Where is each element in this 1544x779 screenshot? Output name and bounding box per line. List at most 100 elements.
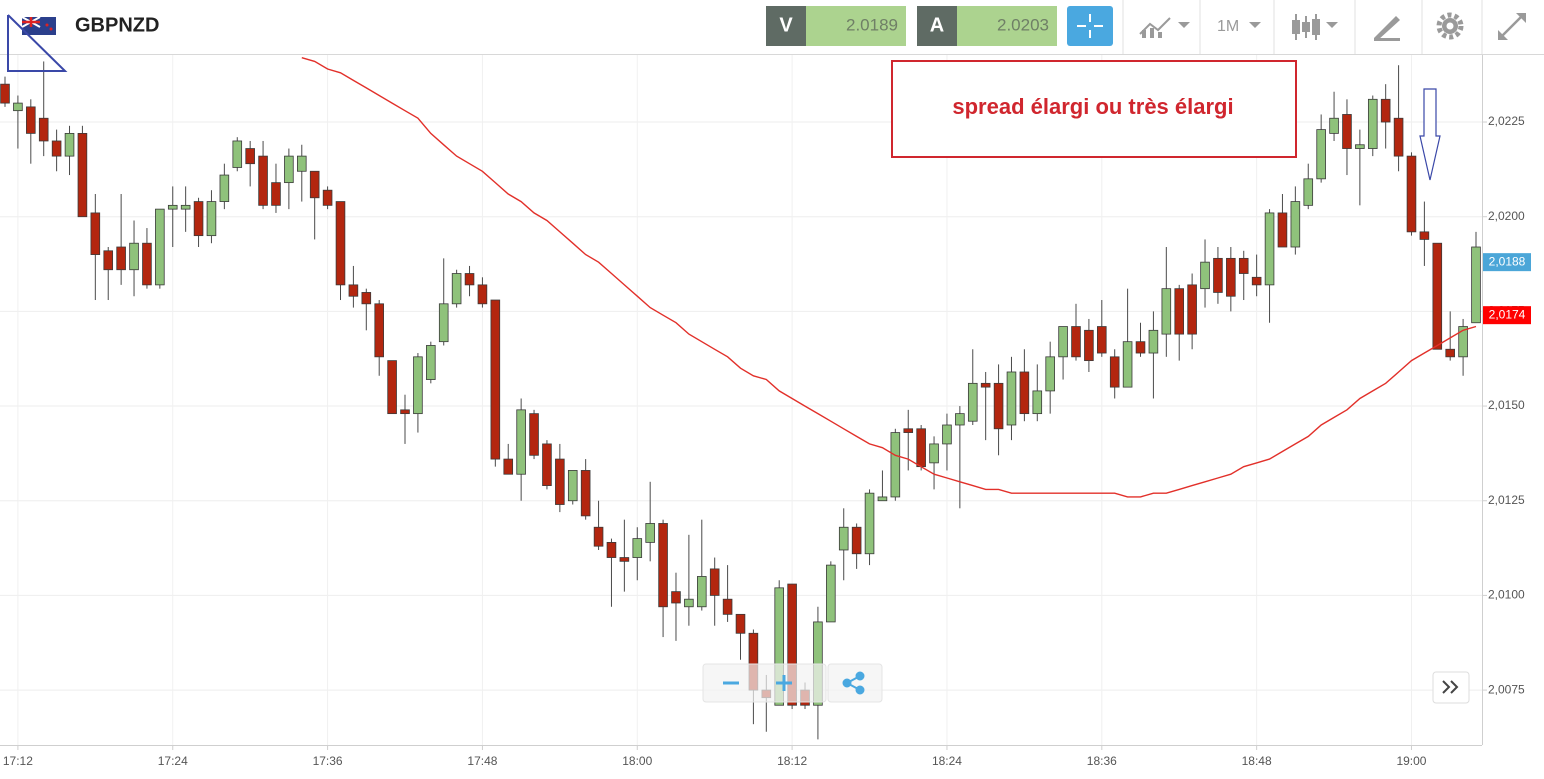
candle-body <box>1445 348 1455 358</box>
y-tick-label: 2,0100 <box>1488 588 1525 602</box>
candle-body <box>1135 341 1146 354</box>
settings-button[interactable] <box>1436 12 1464 40</box>
candle-body <box>671 591 681 604</box>
candle-body <box>348 284 359 297</box>
candle-body <box>684 598 694 608</box>
y-tick-label: 2,0150 <box>1488 398 1525 412</box>
sell-price-box[interactable] <box>806 6 906 46</box>
chart-type-button[interactable] <box>1292 14 1338 40</box>
candle-body <box>1097 326 1107 354</box>
price-label-box <box>1483 253 1531 272</box>
candle-body <box>477 284 488 305</box>
candle-body <box>1058 326 1068 358</box>
candle-body <box>1161 288 1172 335</box>
y-tick-label: 2,0075 <box>1488 682 1525 696</box>
candle-body <box>529 413 539 456</box>
candle-body <box>1290 201 1301 248</box>
candle-body <box>232 140 243 168</box>
timeframe-caret <box>1249 22 1261 28</box>
candle-body <box>580 470 591 517</box>
triangle-drawing <box>7 14 68 72</box>
x-tick-label: 17:24 <box>158 754 188 768</box>
candle-body <box>632 538 643 558</box>
candle-body <box>503 458 514 475</box>
candle-body <box>1200 261 1210 290</box>
candle-body <box>361 292 372 305</box>
candle-body <box>309 170 320 199</box>
candle-body <box>1264 212 1275 286</box>
candle-body <box>1458 326 1468 358</box>
x-tick-label: 18:12 <box>777 754 807 768</box>
candle-body <box>1355 144 1365 149</box>
zoom-in[interactable] <box>776 675 792 691</box>
candle-body <box>864 492 875 555</box>
candle-body <box>929 443 939 464</box>
y-tick-label: 2,0225 <box>1488 114 1525 128</box>
candle-body <box>722 598 733 615</box>
candle-body <box>13 102 23 112</box>
crosshair-button[interactable] <box>1067 6 1113 46</box>
x-tick-label: 18:36 <box>1087 754 1117 768</box>
timeframe-button[interactable]: 1M <box>1217 18 1239 35</box>
share-button[interactable] <box>842 671 865 695</box>
candle-body <box>1238 257 1249 274</box>
x-tick-label: 17:12 <box>3 754 33 768</box>
candle-body <box>735 613 746 634</box>
price-label: 2,0188 <box>1489 254 1526 268</box>
buy-price-box[interactable] <box>957 6 1057 46</box>
scroll-end-button[interactable] <box>1432 671 1470 704</box>
indicator-button[interactable] <box>1139 17 1190 38</box>
candle-body <box>335 201 346 286</box>
candle-body <box>103 250 114 271</box>
candle-body <box>1187 284 1197 335</box>
candle-body <box>206 201 217 237</box>
candle-body <box>567 470 578 502</box>
candle-body <box>1277 212 1288 248</box>
candle-body <box>1084 329 1094 362</box>
candle-body <box>1329 117 1339 134</box>
candle-body <box>180 204 191 210</box>
toolbar-separators <box>1122 0 1483 54</box>
y-tick-label: 2,0125 <box>1488 493 1525 507</box>
candle-body <box>516 409 526 475</box>
candle-body <box>838 526 849 551</box>
candle-body <box>258 155 268 206</box>
candle-body <box>1393 117 1404 157</box>
candle-body <box>542 443 552 486</box>
candle-body <box>142 242 152 286</box>
buy-button[interactable] <box>917 6 957 46</box>
candle-body <box>1471 246 1481 324</box>
scroll-end-icon <box>1442 680 1459 694</box>
candle-body <box>129 242 139 271</box>
x-tick-label: 19:00 <box>1396 754 1426 768</box>
candle-body <box>645 523 655 543</box>
candle-body <box>38 117 49 142</box>
fullscreen-button[interactable] <box>1498 13 1526 40</box>
candle-body <box>787 583 797 706</box>
candle-body <box>709 568 720 596</box>
candle-body <box>697 576 707 608</box>
candle-body <box>774 587 784 706</box>
sell-button[interactable] <box>766 6 806 46</box>
x-tick-label: 18:00 <box>622 754 652 768</box>
arrow-drawing <box>1419 88 1441 181</box>
candle-body <box>890 432 901 498</box>
candle-body <box>877 496 888 502</box>
x-tick-label: 18:48 <box>1242 754 1272 768</box>
candle-body <box>555 458 565 505</box>
candle-body <box>413 356 423 415</box>
candle-body <box>955 413 965 426</box>
candle-body <box>1148 329 1159 354</box>
drawing-button[interactable] <box>1374 16 1400 41</box>
candle-body <box>851 526 862 555</box>
candle-body <box>967 382 978 422</box>
marks <box>0 57 1481 740</box>
candle-body <box>1213 257 1223 293</box>
candle-body <box>1032 390 1043 415</box>
candle-body <box>619 557 630 562</box>
x-tick-label: 18:24 <box>932 754 962 768</box>
candle-body <box>1251 276 1262 286</box>
candle-body <box>1432 242 1443 350</box>
